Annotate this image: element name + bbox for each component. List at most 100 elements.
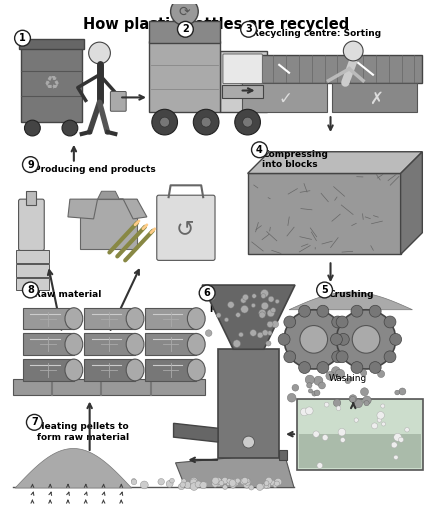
Circle shape xyxy=(262,330,268,336)
Circle shape xyxy=(338,429,346,436)
Text: Producing
plastic pellets: Producing plastic pellets xyxy=(210,293,282,312)
Circle shape xyxy=(205,330,212,336)
Circle shape xyxy=(89,42,110,64)
FancyBboxPatch shape xyxy=(218,349,279,458)
Circle shape xyxy=(332,316,344,328)
Circle shape xyxy=(212,477,219,484)
Circle shape xyxy=(236,312,240,317)
Ellipse shape xyxy=(126,308,144,330)
Circle shape xyxy=(390,333,401,345)
Circle shape xyxy=(381,404,385,408)
Circle shape xyxy=(361,388,368,396)
Ellipse shape xyxy=(126,333,144,355)
Circle shape xyxy=(284,310,343,369)
Circle shape xyxy=(314,376,323,386)
Circle shape xyxy=(381,422,385,426)
Ellipse shape xyxy=(187,333,205,355)
Circle shape xyxy=(261,289,268,297)
Circle shape xyxy=(223,485,227,489)
Text: 9: 9 xyxy=(27,160,34,169)
Polygon shape xyxy=(202,285,295,349)
Circle shape xyxy=(261,302,268,310)
FancyBboxPatch shape xyxy=(16,264,48,276)
Circle shape xyxy=(336,406,341,411)
Circle shape xyxy=(264,481,269,485)
Circle shape xyxy=(252,142,267,158)
Circle shape xyxy=(317,361,329,373)
FancyBboxPatch shape xyxy=(240,55,422,82)
Text: 1: 1 xyxy=(19,33,26,43)
Circle shape xyxy=(317,282,333,298)
Circle shape xyxy=(190,478,198,485)
Circle shape xyxy=(343,41,363,61)
Circle shape xyxy=(361,370,367,376)
Circle shape xyxy=(219,481,224,486)
Circle shape xyxy=(252,294,256,298)
Circle shape xyxy=(267,322,273,328)
Ellipse shape xyxy=(65,333,83,355)
Circle shape xyxy=(336,316,348,328)
Circle shape xyxy=(259,309,266,317)
Circle shape xyxy=(224,317,229,322)
Circle shape xyxy=(243,481,250,488)
Circle shape xyxy=(242,294,249,300)
Circle shape xyxy=(200,482,207,488)
Circle shape xyxy=(15,30,30,46)
Circle shape xyxy=(259,312,265,318)
FancyBboxPatch shape xyxy=(19,39,84,49)
Text: ✓: ✓ xyxy=(278,90,292,108)
FancyBboxPatch shape xyxy=(23,308,74,330)
Circle shape xyxy=(246,478,250,483)
FancyBboxPatch shape xyxy=(299,434,421,468)
Circle shape xyxy=(188,484,193,489)
Text: ✗: ✗ xyxy=(369,90,383,108)
Circle shape xyxy=(299,361,310,373)
Circle shape xyxy=(242,436,255,448)
Circle shape xyxy=(62,120,78,136)
Circle shape xyxy=(332,351,344,362)
Ellipse shape xyxy=(187,308,205,330)
Circle shape xyxy=(319,382,326,389)
FancyBboxPatch shape xyxy=(84,308,135,330)
Circle shape xyxy=(261,484,265,488)
Circle shape xyxy=(352,326,380,353)
Text: ↺: ↺ xyxy=(176,219,195,239)
Circle shape xyxy=(384,351,396,362)
Circle shape xyxy=(268,331,272,335)
Circle shape xyxy=(265,482,271,488)
Circle shape xyxy=(399,388,406,395)
Text: 4: 4 xyxy=(256,145,263,155)
Circle shape xyxy=(132,479,136,483)
FancyBboxPatch shape xyxy=(20,45,82,122)
Circle shape xyxy=(377,418,381,422)
Text: 8: 8 xyxy=(27,285,34,295)
Polygon shape xyxy=(248,152,422,174)
Circle shape xyxy=(190,483,198,490)
Circle shape xyxy=(333,399,341,407)
Circle shape xyxy=(226,482,230,485)
Circle shape xyxy=(337,333,349,345)
Circle shape xyxy=(369,361,381,373)
Text: 6: 6 xyxy=(204,288,210,298)
Ellipse shape xyxy=(187,359,205,381)
Circle shape xyxy=(363,396,371,404)
Circle shape xyxy=(301,408,308,416)
Polygon shape xyxy=(175,453,294,487)
Circle shape xyxy=(288,393,296,402)
Circle shape xyxy=(377,412,385,419)
Circle shape xyxy=(199,285,215,301)
Circle shape xyxy=(216,313,221,317)
Circle shape xyxy=(308,389,313,393)
FancyBboxPatch shape xyxy=(23,333,74,355)
Ellipse shape xyxy=(126,359,144,381)
Circle shape xyxy=(231,479,239,486)
FancyBboxPatch shape xyxy=(333,82,417,112)
Text: 2: 2 xyxy=(182,24,189,34)
Circle shape xyxy=(305,375,314,385)
FancyBboxPatch shape xyxy=(157,195,215,261)
Circle shape xyxy=(257,332,263,338)
Circle shape xyxy=(305,407,313,415)
FancyBboxPatch shape xyxy=(16,278,48,290)
Circle shape xyxy=(171,0,198,25)
Circle shape xyxy=(23,157,38,173)
